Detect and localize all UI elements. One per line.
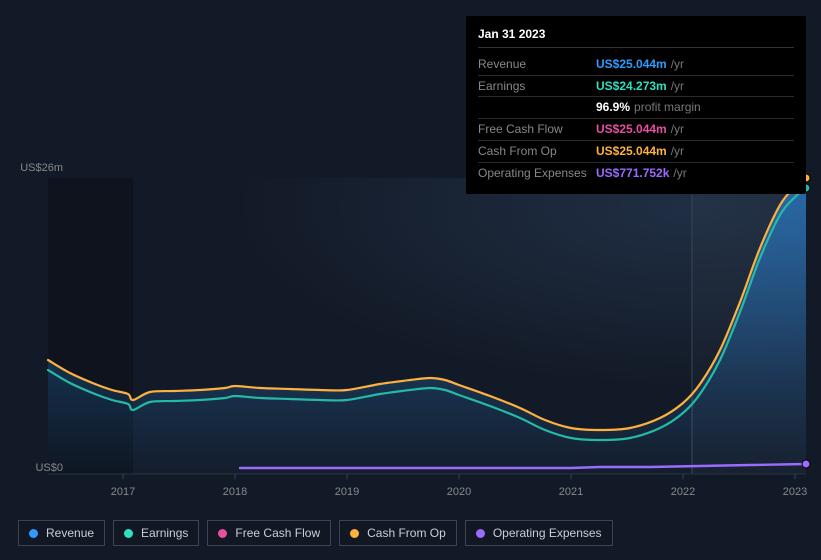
tooltip-label: Earnings <box>478 78 596 95</box>
hover-tooltip: Jan 31 2023 RevenueUS$25.044m/yrEarnings… <box>466 16 806 194</box>
legend-swatch <box>476 529 485 538</box>
x-axis-label: 2021 <box>559 486 583 498</box>
tooltip-row: EarningsUS$24.273m/yr <box>478 76 794 98</box>
legend-label: Cash From Op <box>367 526 446 540</box>
tooltip-row: RevenueUS$25.044m/yr <box>478 54 794 76</box>
legend-swatch <box>350 529 359 538</box>
tooltip-row: Cash From OpUS$25.044m/yr <box>478 141 794 163</box>
y-axis-label: US$0 <box>8 462 63 474</box>
legend-item[interactable]: Revenue <box>18 520 105 546</box>
legend-item[interactable]: Free Cash Flow <box>207 520 331 546</box>
tooltip-label: Operating Expenses <box>478 165 596 182</box>
legend: Revenue Earnings Free Cash Flow Cash From O… <box>18 520 613 546</box>
x-axis-label: 2019 <box>335 486 359 498</box>
tooltip-label <box>478 99 596 116</box>
tooltip-row: Free Cash FlowUS$25.044m/yr <box>478 119 794 141</box>
tooltip-value: 96.9%profit margin <box>596 99 701 116</box>
x-axis-label: 2017 <box>111 486 135 498</box>
x-axis-label: 2022 <box>671 486 695 498</box>
tooltip-value: US$24.273m/yr <box>596 78 684 95</box>
tooltip-value: US$25.044m/yr <box>596 143 684 160</box>
tooltip-value: US$771.752k/yr <box>596 165 687 182</box>
legend-item[interactable]: Operating Expenses <box>465 520 613 546</box>
tooltip-row: 96.9%profit margin <box>478 97 794 119</box>
legend-swatch <box>218 529 227 538</box>
tooltip-title: Jan 31 2023 <box>478 26 794 48</box>
tooltip-label: Cash From Op <box>478 143 596 160</box>
legend-label: Revenue <box>46 526 94 540</box>
legend-label: Operating Expenses <box>493 526 602 540</box>
tooltip-label: Revenue <box>478 56 596 73</box>
legend-label: Free Cash Flow <box>235 526 320 540</box>
legend-item[interactable]: Earnings <box>113 520 199 546</box>
tooltip-row: Operating ExpensesUS$771.752k/yr <box>478 163 794 184</box>
tooltip-value: US$25.044m/yr <box>596 121 684 138</box>
tooltip-value: US$25.044m/yr <box>596 56 684 73</box>
y-axis-label: US$26m <box>8 162 63 174</box>
legend-item[interactable]: Cash From Op <box>339 520 457 546</box>
x-axis-label: 2023 <box>783 486 807 498</box>
legend-swatch <box>124 529 133 538</box>
tooltip-label: Free Cash Flow <box>478 121 596 138</box>
x-axis-label: 2018 <box>223 486 247 498</box>
x-axis-label: 2020 <box>447 486 471 498</box>
legend-label: Earnings <box>141 526 188 540</box>
legend-swatch <box>29 529 38 538</box>
